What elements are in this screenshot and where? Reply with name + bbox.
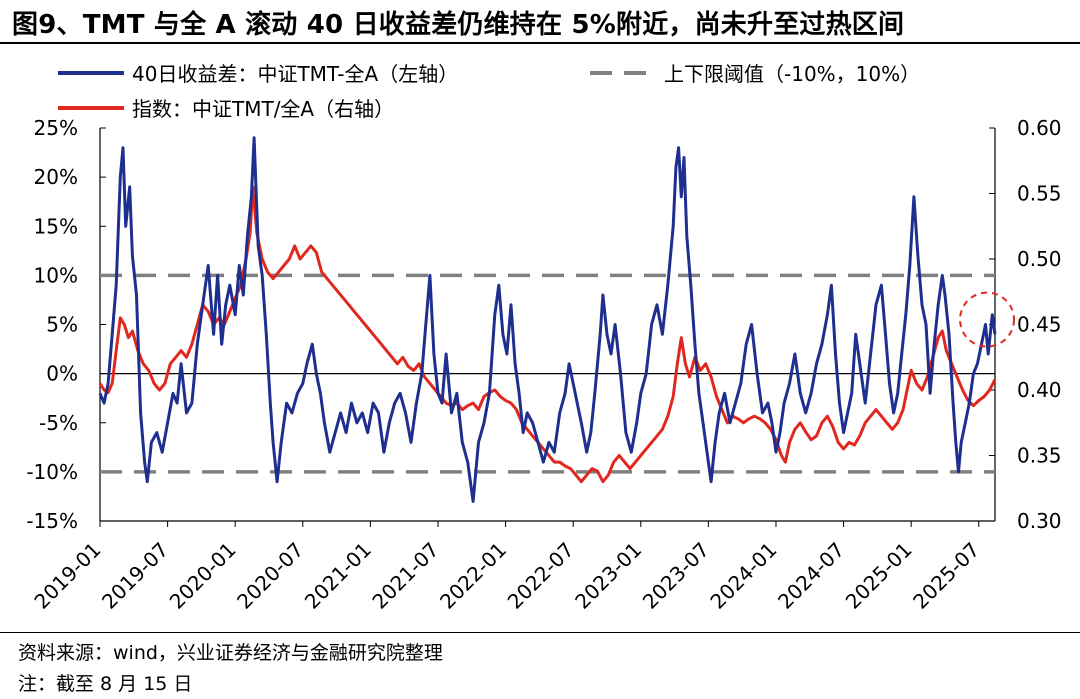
series-line-return-spread xyxy=(98,136,997,503)
chart-plot: 25% 20% 15% 10% 5% 0% -5% -10% -15% 0.60 0.55 0.50 0… xyxy=(26,116,1062,614)
x-tick-label: 2025-07 xyxy=(908,538,984,614)
date-note: 注：截至 8 月 15 日 xyxy=(18,673,193,695)
y-right-tick-label: 0.55 xyxy=(1017,182,1062,206)
legend-label-series1: 40日收益差：中证TMT-全A（左轴） xyxy=(132,62,459,86)
legend-item-threshold: 上下限阈值（-10%，10%） xyxy=(590,58,920,87)
x-tick-label: 2023-01 xyxy=(570,538,646,614)
y-left-tick-label: 20% xyxy=(34,165,78,189)
x-tick-label: 2022-07 xyxy=(503,538,579,614)
y-right-tick-label: 0.30 xyxy=(1017,509,1062,533)
chart-title: 图9、TMT 与全 A 滚动 40 日收益差仍维持在 5%附近，尚未升至过热区间 xyxy=(12,10,905,40)
x-tick-label: 2021-01 xyxy=(300,538,376,614)
legend-item-series2: 指数：中证TMT/全A（右轴） xyxy=(58,93,394,122)
series-line-ratio xyxy=(98,185,997,484)
y-left-tick-label: -5% xyxy=(39,411,78,435)
legend-item-series1: 40日收益差：中证TMT-全A（左轴） xyxy=(58,58,458,87)
x-tick-label: 2024-01 xyxy=(705,538,781,614)
highlight-circle xyxy=(959,291,1015,348)
x-tick-label: 2019-01 xyxy=(29,538,105,614)
y-right-tick-label: 0.40 xyxy=(1017,378,1062,402)
x-tick-label: 2025-01 xyxy=(841,538,917,614)
y-left-tick-label: 5% xyxy=(46,313,78,337)
legend-swatch-series1 xyxy=(58,70,124,75)
y-right-tick-label: 0.60 xyxy=(1017,116,1062,140)
y-left-tick-label: 25% xyxy=(34,116,78,140)
legend-label-threshold: 上下限阈值（-10%，10%） xyxy=(664,62,921,86)
y-right-tick-label: 0.45 xyxy=(1017,313,1062,337)
x-tick-label: 2024-07 xyxy=(773,538,849,614)
source-note: 资料来源：wind，兴业证券经济与金融研究院整理 xyxy=(18,642,443,664)
y-left-tick-label: 0% xyxy=(46,362,78,386)
y-left-tick-label: -10% xyxy=(26,460,78,484)
y-left-tick-label: 15% xyxy=(34,214,78,238)
x-tick-label: 2019-07 xyxy=(97,538,173,614)
title-rule xyxy=(0,42,1080,44)
legend-swatch-threshold xyxy=(590,70,656,75)
x-tick-label: 2023-07 xyxy=(638,538,714,614)
x-tick-label: 2022-01 xyxy=(435,538,511,614)
y-right-tick-label: 0.50 xyxy=(1017,247,1062,271)
x-tick-label: 2020-07 xyxy=(232,538,308,614)
y-left-tick-label: -15% xyxy=(26,509,78,533)
x-tick-label: 2020-01 xyxy=(165,538,241,614)
legend-label-series2: 指数：中证TMT/全A（右轴） xyxy=(132,97,395,121)
y-right-tick-label: 0.35 xyxy=(1017,444,1062,468)
x-tick-label: 2021-07 xyxy=(367,538,443,614)
footer-rule xyxy=(0,632,1080,633)
legend-swatch-series2 xyxy=(58,105,124,110)
y-left-tick-label: 10% xyxy=(34,263,78,287)
